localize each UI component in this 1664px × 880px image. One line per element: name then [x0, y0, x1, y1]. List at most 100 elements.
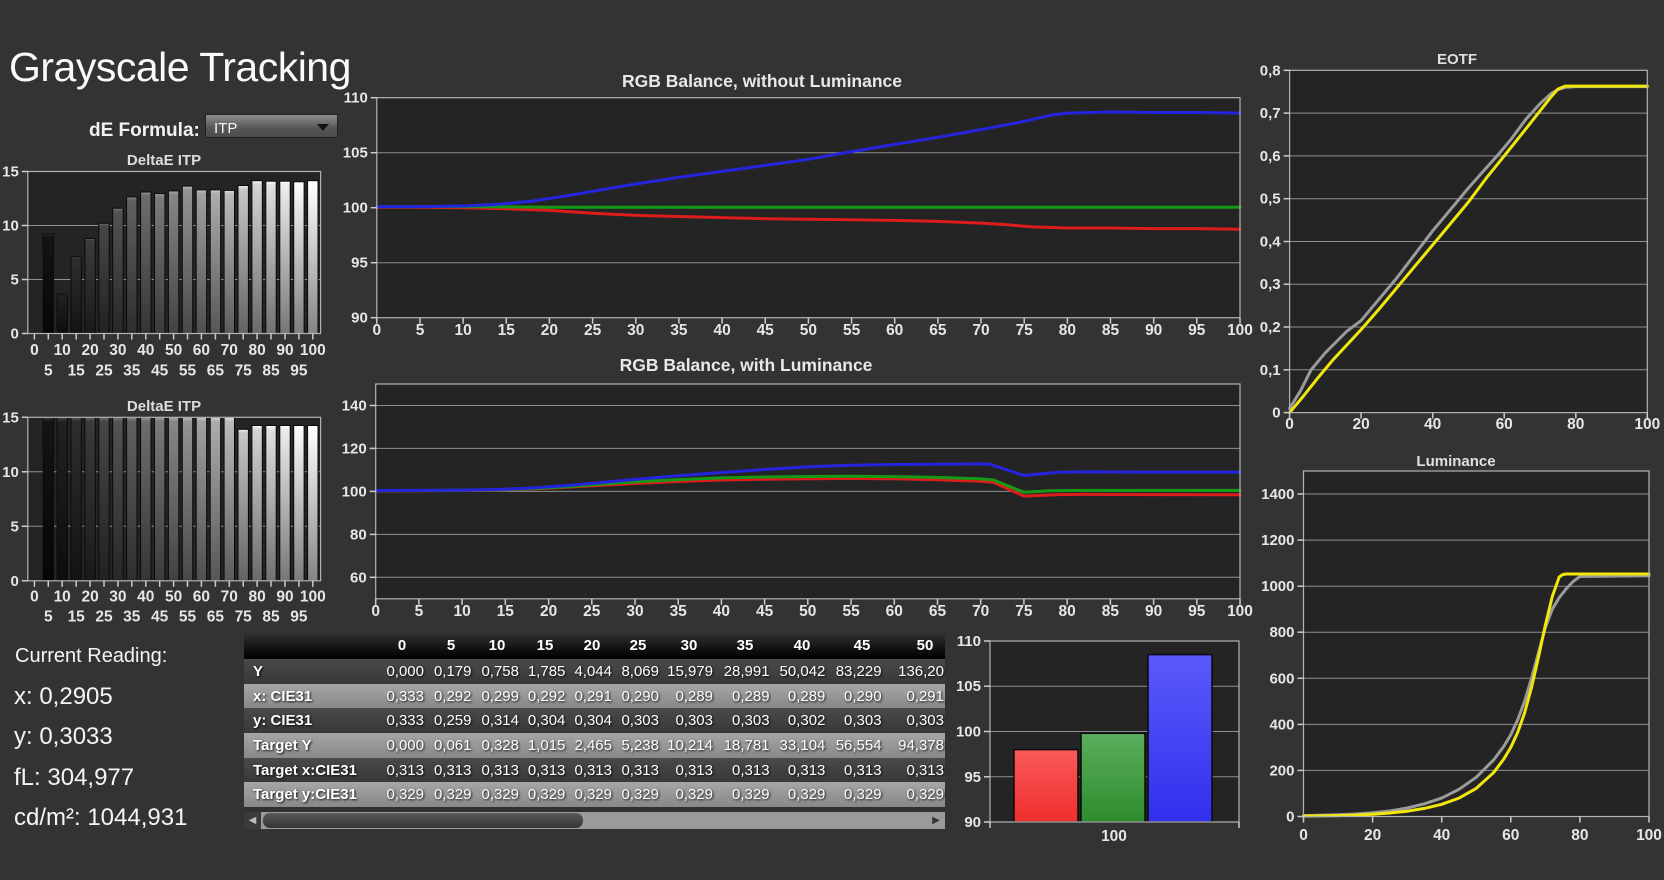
- svg-text:90: 90: [276, 589, 293, 606]
- svg-text:70: 70: [221, 342, 238, 359]
- svg-text:25: 25: [95, 363, 113, 380]
- svg-text:65: 65: [929, 603, 947, 620]
- svg-text:0,6: 0,6: [1260, 148, 1281, 165]
- svg-text:10: 10: [54, 589, 71, 606]
- svg-text:80: 80: [1059, 322, 1076, 339]
- svg-text:0: 0: [371, 603, 380, 620]
- svg-text:50: 50: [800, 322, 817, 339]
- svg-text:65: 65: [207, 363, 225, 380]
- svg-text:0: 0: [1299, 827, 1308, 844]
- svg-text:65: 65: [929, 322, 947, 339]
- svg-text:0,1: 0,1: [1260, 362, 1281, 379]
- svg-text:95: 95: [290, 363, 308, 380]
- svg-text:0: 0: [30, 589, 39, 606]
- svg-text:70: 70: [221, 589, 238, 606]
- svg-text:5: 5: [10, 272, 18, 289]
- svg-text:85: 85: [1102, 603, 1120, 620]
- svg-text:20: 20: [81, 342, 98, 359]
- svg-text:45: 45: [756, 603, 774, 620]
- svg-text:35: 35: [670, 603, 688, 620]
- svg-text:800: 800: [1269, 624, 1294, 641]
- svg-text:95: 95: [1188, 322, 1206, 339]
- svg-text:85: 85: [262, 363, 280, 380]
- svg-text:100: 100: [956, 724, 981, 741]
- svg-text:60: 60: [886, 603, 903, 620]
- svg-text:0: 0: [10, 326, 18, 343]
- svg-text:80: 80: [350, 526, 367, 543]
- svg-text:110: 110: [344, 90, 368, 107]
- svg-text:50: 50: [165, 342, 182, 359]
- svg-text:5: 5: [44, 609, 53, 626]
- svg-text:30: 30: [109, 589, 126, 606]
- svg-text:0,3: 0,3: [1260, 276, 1281, 293]
- svg-text:110: 110: [957, 633, 981, 650]
- svg-text:40: 40: [1424, 416, 1441, 433]
- svg-text:35: 35: [123, 609, 141, 626]
- svg-text:105: 105: [956, 678, 981, 695]
- svg-text:5: 5: [416, 322, 425, 339]
- svg-text:DeltaE ITP: DeltaE ITP: [127, 398, 201, 415]
- svg-text:10: 10: [2, 464, 19, 481]
- svg-text:DeltaE ITP: DeltaE ITP: [127, 152, 201, 169]
- svg-text:45: 45: [151, 363, 169, 380]
- svg-text:0,2: 0,2: [1260, 319, 1281, 336]
- svg-text:90: 90: [276, 342, 293, 359]
- svg-text:1200: 1200: [1261, 532, 1294, 549]
- svg-text:90: 90: [1145, 322, 1162, 339]
- svg-text:5: 5: [415, 603, 424, 620]
- svg-text:15: 15: [497, 603, 515, 620]
- svg-text:0: 0: [1285, 416, 1294, 433]
- svg-text:20: 20: [541, 322, 558, 339]
- svg-text:0: 0: [30, 342, 39, 359]
- svg-text:90: 90: [1145, 603, 1162, 620]
- svg-text:0,8: 0,8: [1260, 62, 1281, 79]
- svg-text:400: 400: [1269, 716, 1294, 733]
- svg-text:100: 100: [300, 589, 326, 606]
- svg-text:35: 35: [670, 322, 688, 339]
- svg-text:55: 55: [843, 322, 861, 339]
- svg-text:0: 0: [1286, 809, 1294, 826]
- svg-text:30: 30: [626, 603, 643, 620]
- svg-text:0,5: 0,5: [1260, 191, 1281, 208]
- svg-text:85: 85: [1102, 322, 1120, 339]
- svg-text:70: 70: [972, 603, 989, 620]
- svg-text:RGB Balance, with Luminance: RGB Balance, with Luminance: [620, 355, 873, 375]
- svg-text:80: 80: [1567, 416, 1584, 433]
- svg-text:90: 90: [351, 310, 368, 327]
- svg-text:85: 85: [262, 609, 280, 626]
- svg-text:95: 95: [290, 609, 308, 626]
- svg-text:55: 55: [179, 363, 197, 380]
- svg-text:140: 140: [342, 398, 367, 415]
- svg-text:EOTF: EOTF: [1437, 51, 1477, 68]
- svg-text:20: 20: [81, 589, 98, 606]
- svg-text:120: 120: [342, 440, 367, 457]
- svg-text:100: 100: [1227, 322, 1253, 339]
- svg-text:Luminance: Luminance: [1416, 453, 1495, 470]
- svg-text:105: 105: [343, 145, 368, 162]
- svg-text:15: 15: [68, 363, 86, 380]
- svg-text:0: 0: [1272, 405, 1280, 422]
- svg-text:25: 25: [583, 603, 601, 620]
- svg-text:10: 10: [453, 603, 470, 620]
- svg-text:30: 30: [109, 342, 126, 359]
- svg-text:0: 0: [372, 322, 381, 339]
- svg-text:100: 100: [1101, 828, 1127, 845]
- svg-text:30: 30: [627, 322, 644, 339]
- svg-text:50: 50: [165, 589, 182, 606]
- svg-text:45: 45: [151, 609, 169, 626]
- svg-text:60: 60: [886, 322, 903, 339]
- svg-text:55: 55: [842, 603, 860, 620]
- svg-text:40: 40: [713, 603, 730, 620]
- svg-text:20: 20: [1352, 416, 1369, 433]
- svg-text:15: 15: [2, 409, 19, 426]
- svg-text:1400: 1400: [1261, 486, 1294, 503]
- svg-text:10: 10: [54, 342, 71, 359]
- svg-text:80: 80: [1058, 603, 1075, 620]
- svg-text:95: 95: [1188, 603, 1206, 620]
- svg-text:1000: 1000: [1261, 578, 1294, 595]
- svg-text:0: 0: [10, 573, 18, 590]
- svg-text:75: 75: [1016, 322, 1034, 339]
- svg-text:10: 10: [454, 322, 471, 339]
- svg-text:5: 5: [44, 363, 53, 380]
- svg-text:60: 60: [1502, 827, 1519, 844]
